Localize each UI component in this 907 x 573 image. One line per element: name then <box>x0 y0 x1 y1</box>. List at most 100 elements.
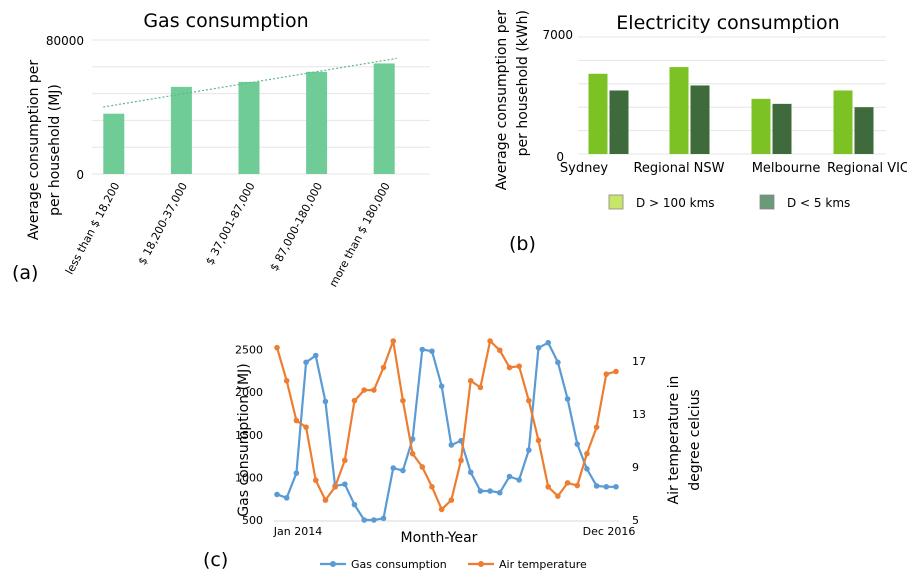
panel-b-bar <box>773 104 792 154</box>
panel-a-ylabel-line2: per household (MJ) <box>47 84 63 216</box>
panel-c-point <box>516 477 522 483</box>
panel-c-ytick: 2000 <box>235 386 263 399</box>
panel-c-point <box>371 387 377 393</box>
panel-c-point <box>468 378 474 384</box>
panel-c-point <box>400 468 406 474</box>
panel-c-point <box>332 484 338 490</box>
panel-b-xtick-label: Regional NSW <box>633 161 724 176</box>
panel-c-legend-marker <box>330 561 336 567</box>
panel-b-bar <box>589 74 608 154</box>
panel-c-xlabel: Month-Year <box>401 530 478 546</box>
panel-b-legend-swatch <box>609 195 623 209</box>
panel-c-point <box>361 387 367 393</box>
panel-c-y2label-line1: Air temperature in <box>666 376 682 505</box>
panel-c-point <box>361 517 367 523</box>
panel-a-bar <box>374 63 395 174</box>
panel-c-point <box>574 441 580 447</box>
panel-c-point <box>429 484 435 490</box>
panel-c-point <box>497 347 503 353</box>
panel-c-point <box>555 493 561 499</box>
panel-c-point <box>449 497 455 503</box>
panel-c-point <box>429 348 435 354</box>
panel-b-xtick-label: Regional VIC <box>827 161 907 176</box>
panel-b-xtick-label: Sydney <box>560 161 608 176</box>
panel-b-title: Electricity consumption <box>616 12 839 34</box>
panel-b-ylabel-line2: per household (kWh) <box>515 10 531 156</box>
panel-b-xtick-label: Melbourne <box>752 161 821 176</box>
panel-a-title: Gas consumption <box>143 10 308 32</box>
panel-c-point <box>478 488 484 494</box>
panel-c-point <box>565 396 571 402</box>
panel-c-point <box>458 458 464 464</box>
panel-c-ytick: 2500 <box>235 344 263 357</box>
panel-c-y2tick: 5 <box>632 514 639 527</box>
panel-a-ytick-max: 80000 <box>46 34 84 48</box>
panel-b-ytick-max: 7000 <box>542 28 573 42</box>
panel-c-point <box>604 371 610 377</box>
panel-c-point <box>507 365 513 371</box>
panel-a-xtick-label: more than $ 180,000 <box>327 180 393 289</box>
panel-c-x-end: Dec 2016 <box>583 525 636 538</box>
panel-c-point <box>313 477 319 483</box>
panel-c-point <box>507 474 513 480</box>
panel-c-point <box>342 458 348 464</box>
panel-c-point <box>536 438 542 444</box>
panel-c-point <box>439 507 445 513</box>
panel-a-xtick-label: $ 87,000-180,000 <box>268 180 326 273</box>
panel-c-point <box>613 484 619 490</box>
panel-c-point <box>303 360 309 366</box>
panel-b-bar <box>752 99 771 154</box>
panel-c-point <box>274 345 280 351</box>
panel-c-point <box>468 469 474 475</box>
panel-a-ylabel-line1: Average consumption per <box>26 60 42 241</box>
panel-a-xtick-label: $ 18,200-37,000 <box>136 180 190 267</box>
panel-c-point <box>303 424 309 430</box>
panel-c-point <box>497 490 503 496</box>
panel-c-y2label-line2: degree celcius <box>687 389 703 490</box>
panel-c-point <box>594 483 600 489</box>
panel-b-bar <box>610 90 629 154</box>
panel-c-point <box>371 517 377 523</box>
panel-c-point <box>284 378 290 384</box>
panel-a-bar <box>103 114 124 174</box>
panel-c-point <box>390 338 396 344</box>
panel-a-bar <box>239 82 260 174</box>
panel-c-point <box>274 492 280 498</box>
panel-c-point <box>574 483 580 489</box>
panel-b-legend-swatch <box>760 195 774 209</box>
panel-a-xtick-label: less than $ 18,200 <box>63 180 122 276</box>
panel-b-electricity-by-region: Electricity consumption Average consumpt… <box>494 10 907 210</box>
panel-a-gas-by-income: Gas consumption Average consumption per … <box>26 10 430 289</box>
panel-c-point <box>410 451 416 457</box>
panel-c-legend-marker <box>478 561 484 567</box>
panel-c-point <box>419 464 425 470</box>
panel-c-y2tick: 9 <box>632 461 639 474</box>
panel-c-point <box>400 398 406 404</box>
panel-a-bar <box>306 72 327 174</box>
panel-b-legend-label: D > 100 kms <box>636 196 715 210</box>
panel-c-point <box>419 347 425 353</box>
panel-c-point <box>594 424 600 430</box>
panel-b-bar <box>691 85 710 154</box>
panel-c-x-start: Jan 2014 <box>273 525 322 538</box>
panel-c-legend-label: Gas consumption <box>351 558 447 571</box>
panel-c-point <box>516 363 522 369</box>
panel-c-ytick: 500 <box>242 514 263 527</box>
panel-c-point <box>584 451 590 457</box>
panel-c-gas-vs-temperature: Gas consumption (MJ) Air temperature in … <box>235 338 703 571</box>
panel-c-point <box>584 466 590 472</box>
panel-c-point <box>390 465 396 471</box>
panel-c-point <box>545 484 551 490</box>
panel-b-legend-label: D < 5 kms <box>787 196 850 210</box>
panel-c-point <box>545 340 551 346</box>
panel-c-letter: (c) <box>203 549 228 571</box>
panel-c-point <box>323 399 329 405</box>
panel-c-point <box>323 497 329 503</box>
panel-c-point <box>381 365 387 371</box>
panel-a-ytick-min: 0 <box>76 168 84 182</box>
panel-c-ytick: 1000 <box>235 471 263 484</box>
panel-b-letter: (b) <box>509 233 536 255</box>
panel-c-y2tick: 17 <box>632 355 646 368</box>
panel-c-point <box>313 353 319 359</box>
